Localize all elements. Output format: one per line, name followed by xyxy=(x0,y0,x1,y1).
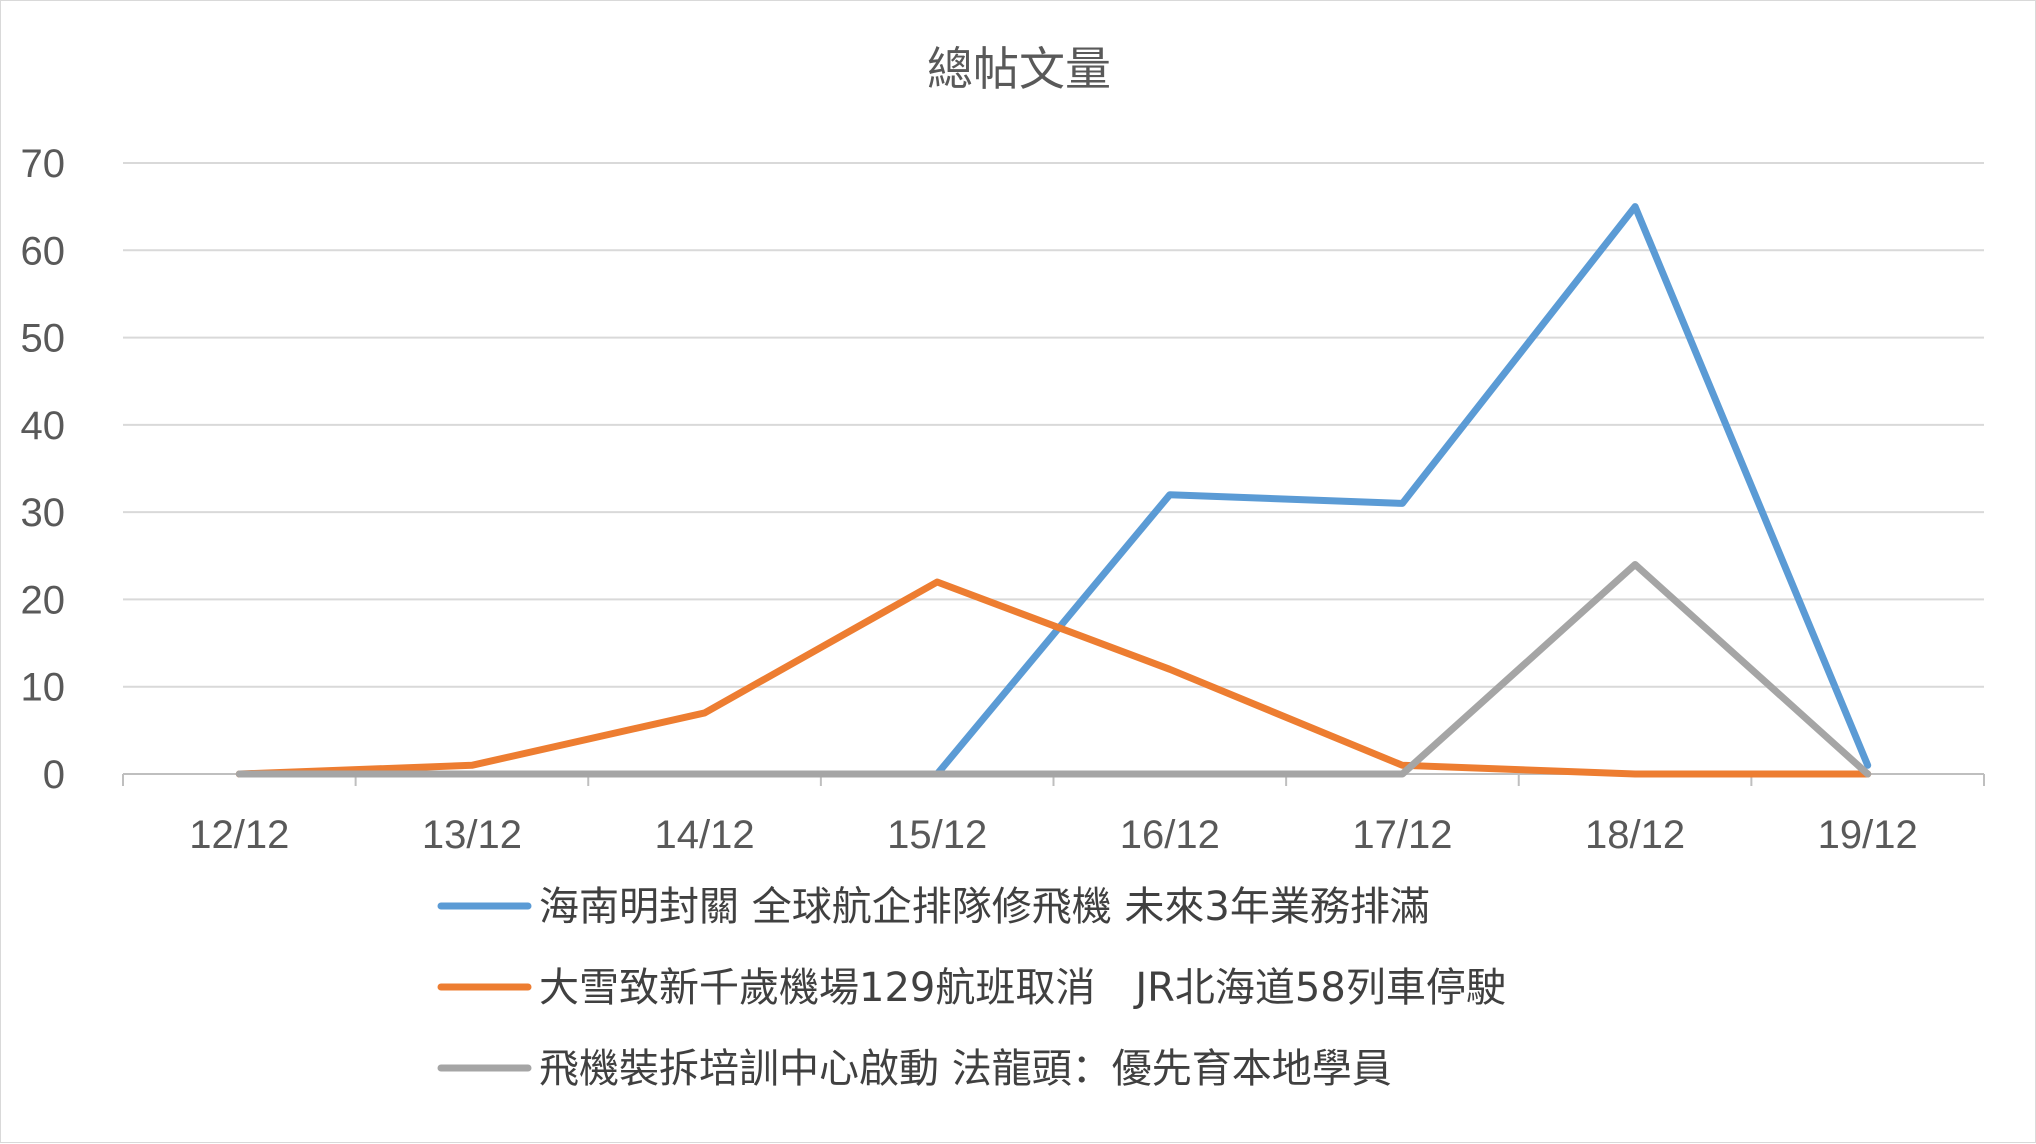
legend-label-2: 大雪致新千歲機場129航班取消 JR北海道58列車停駛 xyxy=(539,965,1506,1011)
y-tick-label: 10 xyxy=(21,666,66,710)
legend: 海南明封關 全球航企排隊修飛機 未來3年業務排滿大雪致新千歲機場129航班取消 … xyxy=(437,884,1506,1092)
y-tick-label: 30 xyxy=(21,491,66,535)
y-tick-label: 60 xyxy=(21,229,66,273)
x-tick-label: 15/12 xyxy=(887,813,987,857)
x-tick-label: 16/12 xyxy=(1120,813,1220,857)
chart-title: 總帖文量 xyxy=(927,42,1111,96)
y-tick-label: 40 xyxy=(21,404,66,448)
y-axis-tick-labels: 0 10 20 30 40 50 60 70 xyxy=(21,142,66,797)
x-tick-label: 13/12 xyxy=(422,813,522,857)
x-tick-label: 17/12 xyxy=(1352,813,1452,857)
x-tick-label: 18/12 xyxy=(1585,813,1685,857)
y-tick-label: 0 xyxy=(43,753,65,797)
x-axis-tick-labels: 12/12 13/12 14/12 15/12 16/12 17/12 18/12 19/12 xyxy=(189,813,1917,857)
y-tick-label: 20 xyxy=(21,578,66,622)
y-tick-label: 50 xyxy=(21,317,66,361)
legend-label-3: 飛機裝拆培訓中心啟動 法龍頭：優先育本地學員 xyxy=(539,1046,1392,1092)
legend-label-1: 海南明封關 全球航企排隊修飛機 未來3年業務排滿 xyxy=(539,884,1430,930)
x-tick-label: 12/12 xyxy=(189,813,289,857)
series-lines xyxy=(235,203,1872,778)
series-line-2 xyxy=(235,578,1872,778)
x-tick-label: 19/12 xyxy=(1818,813,1918,857)
gridlines xyxy=(123,162,1984,688)
x-tick-label: 14/12 xyxy=(655,813,755,857)
series-line-1 xyxy=(933,203,1872,778)
y-tick-label: 70 xyxy=(21,142,66,186)
series-line-3 xyxy=(235,561,1872,778)
